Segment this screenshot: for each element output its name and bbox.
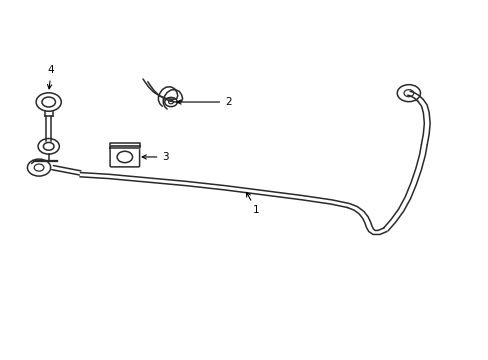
Text: 2: 2 (177, 97, 231, 107)
FancyBboxPatch shape (110, 147, 139, 167)
Text: 3: 3 (142, 152, 168, 162)
Text: 4: 4 (47, 66, 54, 89)
Text: 1: 1 (246, 192, 259, 215)
Polygon shape (110, 143, 139, 148)
